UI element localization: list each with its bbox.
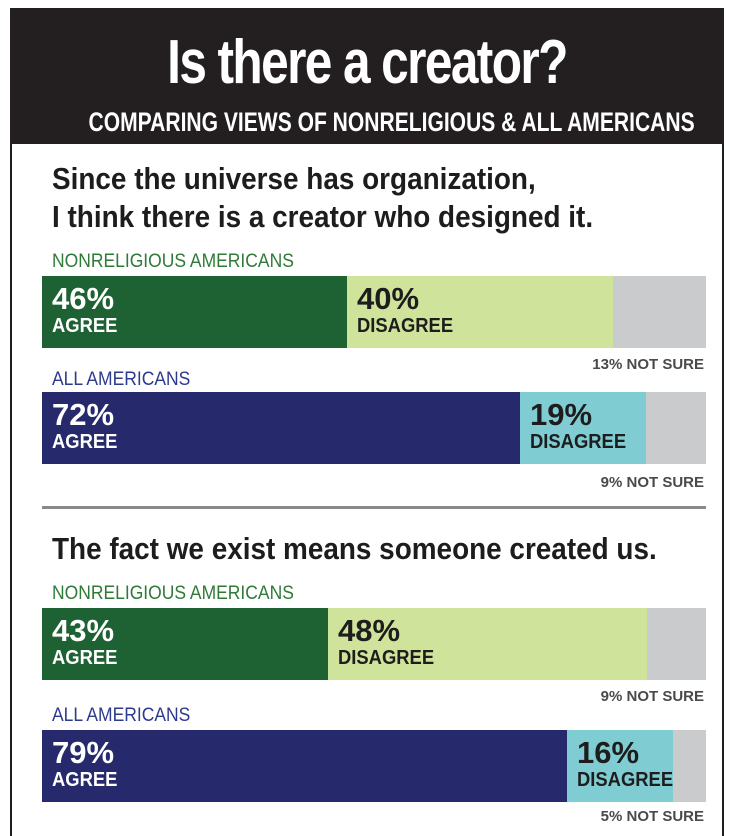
chart-1-nonreligious-disagree-segment: 40% DISAGREE [347, 276, 613, 348]
chart-2-nonreligious-disagree-segment: 48% DISAGREE [328, 608, 647, 680]
chart-2-all-disagree-segment: 16% DISAGREE [567, 730, 673, 802]
chart-2-all-agree-label: AGREE [52, 769, 118, 791]
chart-1-nonreligious-not-sure-label: 13% NOT SURE [592, 356, 704, 373]
chart-2-nonreligious-not-sure-label: 9% NOT SURE [600, 688, 704, 705]
chart-1-nonreligious-disagree-value: 40% [357, 281, 420, 316]
chart-2-nonreligious-disagree-label: DISAGREE [338, 647, 435, 669]
question-2-line-1: The fact we exist means someone created … [52, 531, 657, 566]
chart-2-nonreligious-agree-value: 43% [52, 613, 115, 648]
header-banner: Is there a creator? COMPARING VIEWS OF N… [10, 8, 724, 144]
chart-1-all-disagree-segment: 19% DISAGREE [520, 392, 646, 464]
chart-2-all-disagree-label: DISAGREE [577, 769, 674, 791]
question-1-line-2: I think there is a creator who designed … [52, 199, 594, 234]
chart-2-all-disagree-value: 16% [577, 735, 640, 770]
chart-1-nonreligious-disagree-label: DISAGREE [357, 315, 454, 337]
chart-1-all-agree-label: AGREE [52, 431, 118, 453]
chart-2-all-agree-value: 79% [52, 735, 115, 770]
chart-2-group-label-all: ALL AMERICANS [52, 705, 191, 726]
question-1-line-1: Since the universe has organization, [52, 161, 536, 196]
chart-1-bar-nonreligious: 46% AGREE 40% DISAGREE [42, 276, 706, 348]
page-title: Is there a creator? [167, 28, 568, 97]
infographic-frame [10, 8, 724, 836]
chart-1-all-agree-segment: 72% AGREE [42, 392, 520, 464]
chart-1-bar-all: 72% AGREE 19% DISAGREE [42, 392, 706, 464]
chart-1-nonreligious-agree-segment: 46% AGREE [42, 276, 347, 348]
chart-1-all-agree-value: 72% [52, 397, 115, 432]
section-divider [42, 506, 706, 509]
chart-1-nonreligious-not-sure-segment [613, 276, 706, 348]
chart-2-bar-nonreligious: 43% AGREE 48% DISAGREE [42, 608, 706, 680]
chart-1-nonreligious-agree-label: AGREE [52, 315, 118, 337]
chart-1-nonreligious-agree-value: 46% [52, 281, 115, 316]
chart-1-all-not-sure-label: 9% NOT SURE [600, 474, 704, 491]
chart-1-group-label-nonreligious: NONRELIGIOUS AMERICANS [52, 251, 294, 272]
chart-1-group-label-all: ALL AMERICANS [52, 369, 191, 390]
chart-2-nonreligious-agree-segment: 43% AGREE [42, 608, 328, 680]
chart-2-bar-all: 79% AGREE 16% DISAGREE [42, 730, 706, 802]
chart-2-all-not-sure-label: 5% NOT SURE [600, 808, 704, 825]
chart-2-all-agree-segment: 79% AGREE [42, 730, 567, 802]
chart-2-all-not-sure-segment [673, 730, 706, 802]
page-subtitle: COMPARING VIEWS OF NONRELIGIOUS & ALL AM… [88, 107, 695, 137]
chart-1-all-not-sure-segment [646, 392, 706, 464]
chart-1-all-disagree-value: 19% [530, 397, 593, 432]
chart-2-nonreligious-not-sure-segment [647, 608, 706, 680]
chart-2-nonreligious-disagree-value: 48% [338, 613, 401, 648]
chart-2-group-label-nonreligious: NONRELIGIOUS AMERICANS [52, 583, 294, 604]
chart-1-all-disagree-label: DISAGREE [530, 431, 627, 453]
chart-2-nonreligious-agree-label: AGREE [52, 647, 118, 669]
